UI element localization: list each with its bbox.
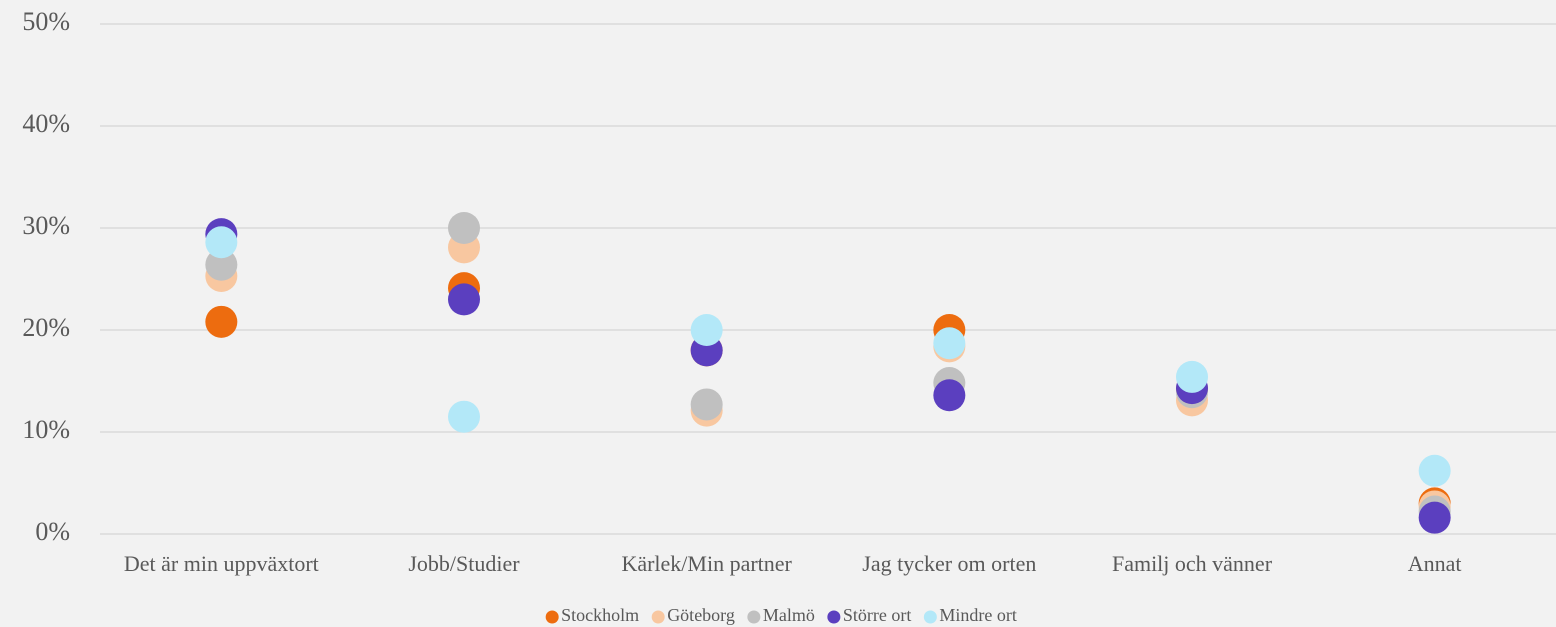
- legend-marker: [923, 610, 937, 624]
- dot: [933, 379, 966, 412]
- legend-label: Göteborg: [667, 605, 735, 625]
- dot: [1418, 501, 1451, 534]
- x-tick-label: Annat: [1408, 551, 1462, 576]
- y-tick-label: 10%: [22, 415, 70, 444]
- y-tick-label: 0%: [35, 517, 70, 546]
- x-tick-label: Kärlek/Min partner: [621, 551, 792, 576]
- legend-marker: [545, 610, 559, 624]
- dot: [205, 226, 238, 259]
- dot: [448, 283, 480, 316]
- x-tick-label: Familj och vänner: [1112, 551, 1273, 576]
- dot: [690, 388, 723, 421]
- y-tick-label: 50%: [22, 7, 70, 36]
- dot: [933, 327, 966, 360]
- dot: [1176, 360, 1208, 393]
- legend-label: Större ort: [843, 605, 911, 625]
- dot: [1418, 454, 1451, 487]
- legend-marker: [651, 610, 665, 624]
- x-tick-label: Jag tycker om orten: [862, 551, 1036, 576]
- legend-marker: [827, 610, 841, 624]
- legend-label: Stockholm: [561, 605, 639, 625]
- y-tick-label: 30%: [22, 211, 70, 240]
- dot: [205, 305, 238, 338]
- legend-label: Malmö: [763, 605, 815, 625]
- x-tick-label: Det är min uppväxtort: [124, 551, 319, 576]
- y-tick-label: 20%: [22, 313, 70, 342]
- dot: [205, 248, 238, 281]
- dot: [448, 212, 480, 244]
- dot: [448, 400, 480, 433]
- y-tick-label: 40%: [22, 109, 70, 138]
- legend-marker: [747, 610, 761, 624]
- legend-label: Mindre ort: [939, 605, 1016, 625]
- x-tick-label: Jobb/Studier: [408, 551, 520, 576]
- dot: [690, 314, 723, 346]
